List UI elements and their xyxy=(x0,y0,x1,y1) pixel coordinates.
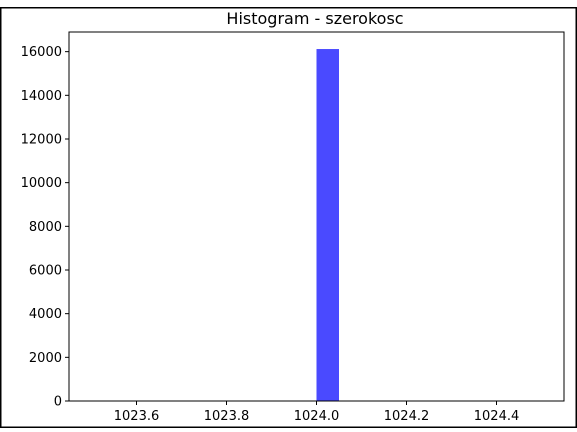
x-tick-label: 1024.0 xyxy=(294,409,340,424)
y-tick-label: 4000 xyxy=(29,307,62,322)
chart-title: Histogram - szerokosc xyxy=(226,9,403,28)
histogram-bar xyxy=(316,49,339,402)
y-tick-label: 0 xyxy=(54,395,62,410)
y-tick-label: 10000 xyxy=(21,176,62,191)
y-tick-label: 16000 xyxy=(21,45,62,60)
figure-border xyxy=(0,7,577,428)
bars-group xyxy=(316,49,339,402)
y-tick-label: 6000 xyxy=(29,263,62,278)
x-tick-label: 1023.6 xyxy=(114,409,160,424)
y-tick-label: 2000 xyxy=(29,351,62,366)
y-tick-label: 14000 xyxy=(21,89,62,104)
x-tick-label: 1024.2 xyxy=(384,409,430,424)
y-tick-label: 12000 xyxy=(21,132,62,147)
x-tick-label: 1023.8 xyxy=(204,409,250,424)
x-tick-label: 1024.4 xyxy=(474,409,520,424)
y-tick-label: 8000 xyxy=(29,220,62,235)
y-axis: 0 2000 4000 6000 8000 10000 12000 14000 16000 xyxy=(21,45,69,410)
x-axis: 1023.6 1023.8 1024.0 1024.2 1024.4 xyxy=(114,401,520,424)
